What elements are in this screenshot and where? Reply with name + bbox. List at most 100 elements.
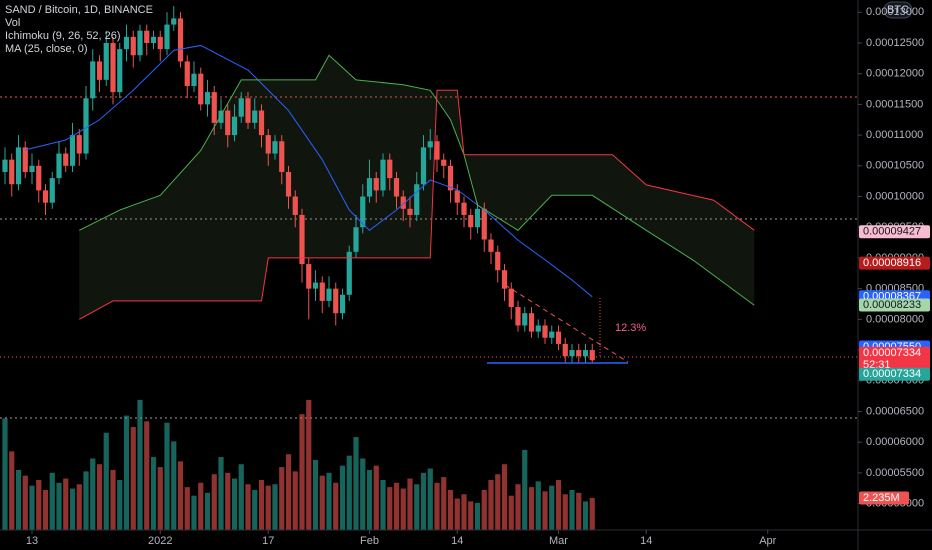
candle-body — [414, 184, 420, 215]
candle-body — [144, 30, 150, 43]
candle-body — [495, 251, 501, 271]
volume-bar — [562, 494, 568, 530]
price-tag-label: 0.00008916 — [863, 257, 921, 269]
x-tick-label: 17 — [262, 535, 274, 547]
volume-bar — [515, 484, 521, 530]
candle-body — [542, 325, 548, 338]
candle-body — [508, 288, 514, 308]
candle-body — [36, 165, 42, 191]
volume-bar — [110, 469, 116, 530]
volume-bar — [528, 487, 535, 530]
volume-bar — [407, 478, 413, 530]
y-tick-label: 0.00005500 — [866, 467, 924, 479]
volume-bar — [474, 502, 481, 530]
candle-body — [407, 208, 413, 215]
volume-bar — [589, 498, 595, 530]
candle-body — [285, 171, 292, 197]
candle-body — [225, 110, 231, 136]
volume-bar — [272, 484, 278, 530]
x-tick-label: 2022 — [148, 535, 172, 547]
candle-body — [420, 147, 427, 185]
candle-body — [393, 178, 400, 197]
volume-bar — [184, 487, 190, 530]
price-tag — [859, 256, 930, 270]
currency-label[interactable]: BTC — [887, 4, 909, 16]
volume-bar — [501, 464, 508, 530]
x-tick-label: 14 — [451, 535, 463, 547]
volume-bar — [285, 454, 292, 530]
candle-body — [63, 153, 69, 166]
volume-bar — [549, 485, 555, 530]
candle-body — [461, 202, 467, 215]
plot-area — [0, 6, 858, 530]
volume-bar — [468, 501, 474, 530]
candle-body — [569, 350, 575, 357]
price-tag — [859, 225, 930, 239]
candle-body — [238, 98, 244, 117]
volume-bar — [137, 399, 143, 530]
candle-body — [130, 36, 136, 56]
candle-body — [481, 208, 487, 240]
volume-bar — [90, 458, 96, 530]
x-tick-label: 14 — [640, 535, 652, 547]
candle-body — [42, 190, 49, 203]
candle-body — [333, 288, 339, 314]
volume-bar — [420, 472, 427, 530]
volume-bar — [333, 482, 339, 530]
candle-body — [576, 350, 582, 357]
candle-body — [29, 165, 35, 172]
volume-bar — [353, 437, 359, 530]
volume-bar — [535, 481, 541, 530]
volume-bar — [569, 489, 575, 530]
volume-bar — [2, 418, 8, 530]
volume-bar — [373, 465, 379, 530]
candle-body — [400, 196, 406, 209]
volume-bar — [481, 489, 487, 530]
volume-bar — [22, 475, 28, 530]
candle-body — [245, 98, 251, 123]
candle-body — [15, 147, 22, 185]
candle-body — [299, 214, 305, 265]
candle-body — [454, 190, 460, 203]
volume-bar — [326, 472, 332, 530]
candle-body — [366, 178, 373, 197]
candle-body — [137, 30, 143, 56]
candle-body — [468, 214, 474, 228]
candle-body — [292, 196, 298, 215]
price-tag — [859, 346, 930, 373]
candle-body — [177, 18, 184, 62]
candle-body — [582, 350, 589, 357]
volume-bar — [312, 459, 319, 530]
volume-bar — [164, 422, 170, 530]
candle-body — [427, 141, 433, 148]
candle-body — [231, 116, 238, 136]
volume-bar — [177, 461, 184, 530]
volume-bar — [542, 491, 548, 530]
volume-bar — [400, 488, 406, 530]
candle-body — [346, 251, 352, 295]
candle-body — [528, 313, 535, 332]
volume-bar — [36, 479, 42, 530]
candle-body — [123, 36, 130, 50]
volume-bar — [15, 469, 22, 530]
candle-body — [171, 18, 177, 25]
volume-bar — [306, 399, 312, 530]
candle-body — [191, 73, 197, 86]
currency-badge[interactable] — [883, 1, 913, 19]
x-tick-label: Feb — [360, 535, 379, 547]
volume-bar — [576, 492, 582, 530]
volume-bar — [63, 478, 69, 530]
volume-bar — [441, 477, 447, 530]
candle-body — [562, 343, 568, 357]
candle-body — [279, 141, 285, 172]
volume-bar — [522, 449, 528, 530]
x-tick-label: Mar — [549, 535, 568, 547]
volume-bar — [225, 472, 231, 530]
volume-bar — [360, 458, 366, 530]
candle-body — [252, 110, 258, 123]
candle-body — [96, 61, 103, 80]
candle-body — [387, 159, 393, 179]
annotation: 12.3% — [615, 322, 646, 334]
volume-bar — [414, 484, 420, 530]
price-tag-label: 0.00009427 — [863, 226, 921, 238]
